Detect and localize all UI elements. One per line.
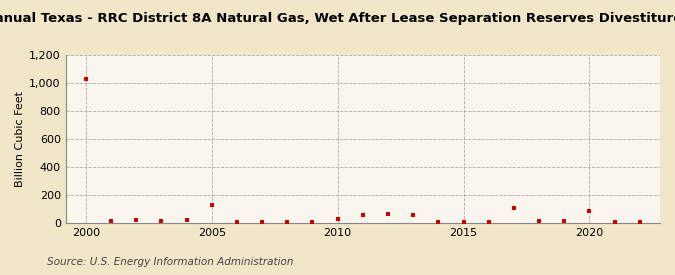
Point (105, 219, 116, 223)
Text: Annual Texas - RRC District 8A Natural Gas, Wet After Lease Separation Reserves : Annual Texas - RRC District 8A Natural G… (0, 12, 675, 25)
Text: Source: U.S. Energy Information Administration: Source: U.S. Energy Information Administ… (47, 257, 294, 267)
Y-axis label: Billion Cubic Feet: Billion Cubic Feet (15, 91, 25, 187)
Point (534, 219, 545, 223)
Point (458, 219, 469, 224)
Point (307, 220, 318, 225)
Point (358, 213, 369, 218)
Point (80, 76, 91, 81)
Point (508, 206, 519, 211)
Point (156, 219, 167, 223)
Point (256, 219, 267, 224)
Point (584, 208, 595, 213)
Point (610, 219, 620, 224)
Point (207, 203, 217, 207)
Point (282, 220, 293, 224)
Point (559, 219, 570, 223)
Point (131, 218, 142, 222)
Point (433, 220, 443, 225)
Point (634, 220, 645, 225)
Point (483, 220, 494, 225)
Point (232, 220, 242, 225)
Point (383, 212, 394, 216)
Point (181, 218, 192, 222)
Point (332, 217, 343, 221)
Point (408, 213, 418, 217)
